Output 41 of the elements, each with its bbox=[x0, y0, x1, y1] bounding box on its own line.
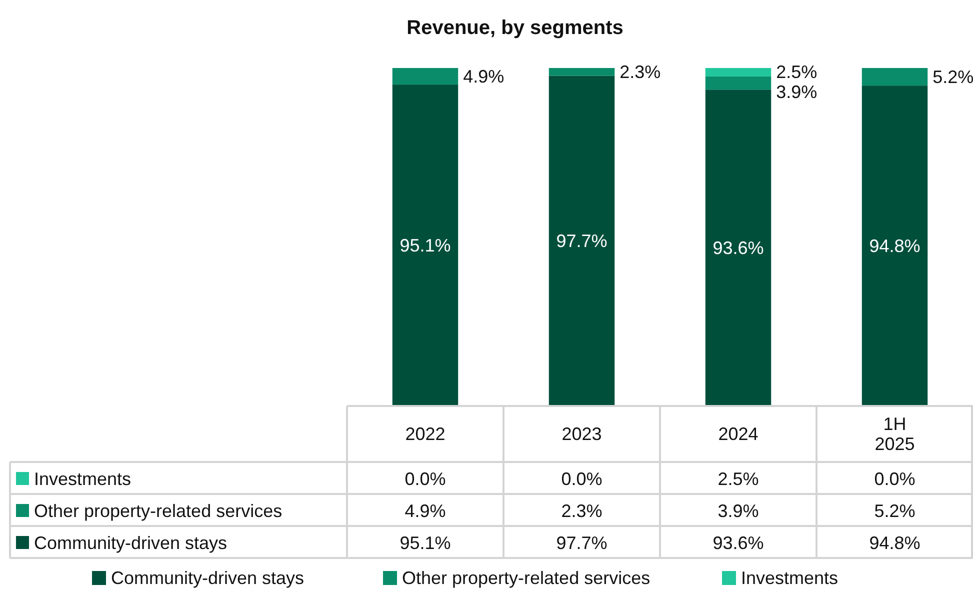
legend-label: Community-driven stays bbox=[111, 568, 304, 588]
x-tick-label: 1H 2025 bbox=[874, 414, 915, 454]
chart-title: Revenue, by segments bbox=[406, 17, 624, 39]
text: 2.3% bbox=[620, 62, 661, 82]
data-label: 93.6% bbox=[712, 533, 764, 553]
data-label: 95.1% bbox=[400, 533, 451, 553]
bar bbox=[548, 76, 615, 406]
text: 97.7% bbox=[556, 230, 608, 251]
data-label: 5.2% bbox=[874, 501, 916, 521]
text: Investments bbox=[34, 469, 132, 489]
data-label: 97.7% bbox=[556, 533, 608, 553]
text: Community-driven stays bbox=[34, 533, 228, 553]
text: 2.5% bbox=[776, 62, 818, 82]
bar bbox=[862, 86, 928, 406]
text: Other property-related services bbox=[402, 568, 650, 588]
text: 93.6% bbox=[712, 238, 764, 258]
data-label: 0.0% bbox=[561, 469, 602, 489]
bar bbox=[705, 90, 772, 406]
bar bbox=[392, 84, 458, 406]
data-label: 0.0% bbox=[404, 469, 446, 489]
data-label: 2.5% bbox=[718, 469, 759, 489]
data-label: 3.9% bbox=[718, 501, 759, 521]
text: 5.2% bbox=[932, 66, 973, 87]
bar bbox=[392, 68, 458, 85]
data-label: 2.3% bbox=[561, 501, 602, 521]
bar bbox=[705, 68, 772, 76]
text: 4.9% bbox=[463, 66, 504, 86]
bar bbox=[548, 68, 615, 76]
x-tick-label: 2024 bbox=[718, 424, 758, 444]
text: 94.8% bbox=[869, 236, 920, 256]
data-label: 4.9% bbox=[404, 501, 446, 521]
bar bbox=[862, 68, 928, 86]
legend-label: Other property-related services bbox=[34, 501, 282, 521]
text: 3.9% bbox=[776, 82, 818, 102]
x-tick-label: 2022 bbox=[405, 424, 446, 444]
data-label: 94.8% bbox=[869, 533, 920, 553]
x-tick-label: 2023 bbox=[562, 424, 602, 444]
data-label: 0.0% bbox=[874, 469, 916, 489]
bar bbox=[705, 76, 772, 90]
legend-label: Investments bbox=[741, 568, 838, 588]
text: 95.1% bbox=[400, 235, 451, 256]
